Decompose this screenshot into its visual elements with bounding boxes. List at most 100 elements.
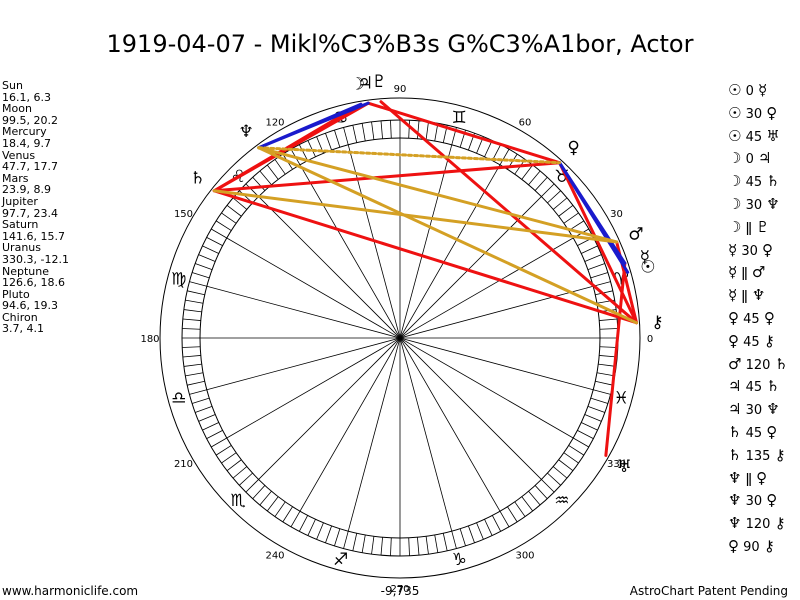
planet-coords-neptune: 126.6, 18.6 (2, 276, 65, 290)
degree-tick (325, 133, 332, 151)
aspect-row: ☽ 30 ♆ (728, 194, 788, 217)
degree-tick (577, 429, 594, 440)
aspect-planet-a-icon: ☽ (728, 194, 742, 213)
aspect-angle: 90 (743, 539, 760, 555)
degree-tick (191, 272, 210, 279)
aspect-angle: 30 (745, 494, 763, 510)
aspect-angle: 135 (745, 448, 771, 464)
aspect-line (366, 101, 562, 165)
aspect-planet-a-icon: ♆ (728, 468, 742, 487)
aspect-planet-b-icon: ♄ (774, 354, 789, 373)
aspect-row: ♀ 90 ⚷ (728, 536, 788, 559)
degree-tick (215, 220, 232, 231)
outer-circle (159, 97, 641, 579)
degree-tick (587, 406, 605, 413)
degree-tick (534, 485, 548, 499)
degree-tick (590, 272, 609, 279)
degree-label: 60 (519, 117, 532, 128)
zodiac-sign-icon: ♓ (614, 388, 629, 408)
degree-tick (596, 372, 615, 377)
aspect-planet-a-icon: ☉ (728, 103, 742, 122)
aspect-planet-a-icon: ♃ (728, 400, 742, 419)
aspect-planet-a-icon: ♀ (728, 308, 739, 327)
aspect-row: ♆ 30 ♀ (728, 490, 788, 513)
degree-tick (187, 290, 205, 296)
degree-tick (274, 501, 286, 517)
planet-coords-moon: 99.5, 20.2 (2, 113, 58, 127)
degree-tick (547, 472, 561, 486)
aspect-angle: 30 (745, 403, 763, 419)
degree-tick (226, 204, 242, 217)
aspect-planet-b-icon: ⚷ (763, 331, 775, 350)
planet-name-chiron: Chiron (2, 310, 38, 324)
degree-label: 30 (610, 209, 623, 220)
aspect-planet-a-icon: ♄ (728, 445, 742, 464)
aspect-line (212, 102, 363, 193)
planet-glyph-saturn-icon: ♄ (190, 169, 205, 189)
website-link[interactable]: www.harmoniclife.com (2, 584, 139, 598)
planet-position-list: Sun 16.1, 6.3 Moon 99.5, 20.2 Mercury 18.4, 9… (2, 80, 69, 335)
degree-label: 300 (515, 551, 534, 562)
aspect-angle: 45 (743, 311, 760, 327)
aspect-row: ☿ ǁ ♆ (728, 285, 788, 308)
degree-tick (587, 263, 605, 270)
aspect-planet-b-icon: ♀ (756, 468, 768, 487)
degree-tick (380, 120, 383, 139)
planet-glyph-sun-icon: ☉ (640, 257, 655, 277)
degree-tick (408, 537, 410, 556)
degree-tick (581, 422, 598, 431)
planet-coords-sun: 16.1, 6.3 (2, 90, 51, 104)
aspect-planet-a-icon: ☽ (728, 149, 742, 168)
planet-name-uranus: Uranus (2, 241, 41, 255)
aspect-row: ♀ 45 ⚷ (728, 331, 788, 354)
degree-tick (252, 485, 266, 499)
degree-label: 270 (390, 584, 409, 595)
degree-tick (211, 228, 227, 239)
planet-name-pluto: Pluto (2, 287, 30, 301)
aspect-planet-b-icon: ♆ (766, 400, 780, 419)
planet-coords-jupiter: 97.7, 23.4 (2, 206, 58, 220)
aspect-angle: ǁ (741, 289, 748, 305)
degree-tick (202, 245, 219, 254)
aspect-row: ☉ 30 ♀ (728, 103, 788, 126)
planet-coords-venus: 47.7, 17.7 (2, 160, 58, 174)
planet-name-venus: Venus (2, 148, 36, 162)
aspect-line (212, 189, 619, 244)
degree-tick (189, 281, 207, 287)
degree-label: 330 (607, 459, 626, 470)
degree-tick (547, 190, 561, 204)
planet-glyph-uranus-icon: ♅ (616, 457, 631, 477)
aspect-planet-b-icon: ♀ (763, 308, 775, 327)
degree-tick (298, 515, 309, 532)
degree-tick (593, 389, 611, 395)
degree-label: 150 (174, 209, 193, 220)
degree-tick (552, 466, 568, 479)
aspect-planet-b-icon: ♄ (766, 172, 780, 191)
degree-tick (599, 346, 618, 348)
degree-tick (352, 125, 358, 143)
planet-glyph-moon-icon: ☽ (350, 75, 365, 95)
degree-tick (202, 422, 219, 431)
aspect-planet-b-icon: ⚷ (763, 536, 775, 555)
degree-tick (442, 533, 448, 551)
degree-tick (434, 123, 439, 142)
aspect-planet-b-icon: ♆ (751, 286, 766, 305)
planet-coords-uranus: 330.3, -12.1 (2, 252, 69, 266)
degree-tick (573, 437, 589, 448)
planet-glyph-venus-icon: ♀ (567, 138, 579, 158)
degree-tick (584, 254, 602, 262)
degree-tick (195, 406, 213, 413)
aspect-angle: 45 (745, 380, 763, 396)
aspect-row: ♀ 45 ♀ (728, 308, 788, 331)
degree-tick (185, 372, 204, 377)
zodiac-sign-icon: ♏ (230, 491, 245, 511)
degree-label: 210 (174, 459, 193, 470)
degree-tick (380, 537, 383, 556)
degree-tick (468, 525, 475, 543)
aspect-angle: ǁ (745, 220, 752, 236)
planet-name-neptune: Neptune (2, 264, 50, 278)
degree-tick (221, 212, 237, 224)
degree-label: 180 (140, 334, 159, 345)
zodiac-sign-icon: ♍ (171, 270, 186, 290)
